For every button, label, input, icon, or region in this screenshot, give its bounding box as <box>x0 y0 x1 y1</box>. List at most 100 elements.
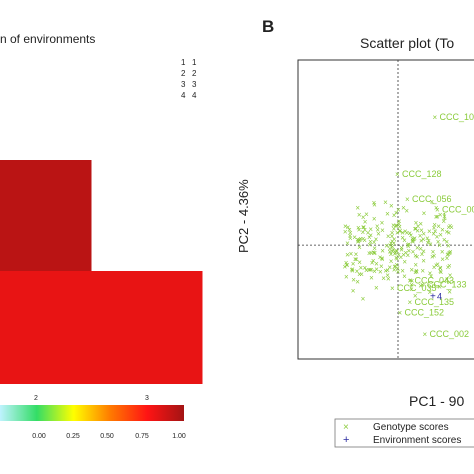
genotype-cluster-marker: × <box>427 288 432 297</box>
key-row-right: 2 <box>192 69 197 78</box>
genotype-cluster-marker: × <box>392 263 397 272</box>
genotype-cluster-marker: × <box>425 239 430 248</box>
genotype-cluster-marker: × <box>432 220 437 229</box>
genotype-cluster-marker: × <box>433 227 438 236</box>
genotype-point: × CCC_035 <box>390 283 437 293</box>
genotype-cluster-marker: × <box>361 294 366 303</box>
genotype-cluster-marker: × <box>392 224 397 233</box>
genotype-cluster-marker: × <box>411 236 416 245</box>
genotype-cluster-marker: × <box>410 236 415 245</box>
genotype-cluster-marker: × <box>372 244 377 253</box>
genotype-cluster-marker: × <box>428 240 433 249</box>
genotype-marker: × <box>423 330 428 339</box>
genotype-cluster-marker: × <box>432 263 437 272</box>
genotype-cluster-marker: × <box>359 270 364 279</box>
genotype-cluster-marker: × <box>397 222 402 231</box>
genotype-cluster-marker: × <box>355 238 360 247</box>
genotype-cluster-marker: × <box>444 238 449 247</box>
genotype-cluster-marker: × <box>389 250 394 259</box>
genotype-cluster-marker: × <box>431 248 436 257</box>
genotype-cluster-marker: × <box>389 239 394 248</box>
genotype-cluster-marker: × <box>421 247 426 256</box>
genotype-cluster-marker: × <box>363 226 368 235</box>
genotype-cluster-marker: × <box>425 234 430 243</box>
genotype-cluster-marker: × <box>371 256 376 265</box>
genotype-cluster-marker: × <box>438 231 443 240</box>
genotype-cluster-marker: × <box>388 248 393 257</box>
genotype-cluster-marker: × <box>351 259 356 268</box>
genotype-cluster-marker: × <box>368 231 373 240</box>
genotype-point: ×CCC_004 <box>435 205 474 215</box>
genotype-cluster-marker: × <box>353 255 358 264</box>
genotype-cluster-marker: × <box>437 241 442 250</box>
genotype-cluster-marker: × <box>422 209 427 218</box>
genotype-cluster-marker: × <box>370 258 375 267</box>
genotype-cluster-marker: × <box>364 266 369 275</box>
genotype-cluster-marker: × <box>412 234 417 243</box>
genotype-cluster-marker: × <box>434 212 439 221</box>
genotype-cluster-marker: × <box>348 234 353 243</box>
genotype-cluster-marker: × <box>355 267 360 276</box>
heatmap-cells <box>0 160 203 384</box>
genotype-cluster-marker: × <box>409 281 414 290</box>
genotype-cluster-marker: × <box>368 225 373 234</box>
genotype-cluster-marker: × <box>344 258 349 267</box>
genotype-cluster-marker: × <box>389 257 394 266</box>
genotype-cluster-marker: × <box>442 235 447 244</box>
genotype-cluster-marker: × <box>350 265 355 274</box>
genotype-cluster-marker: × <box>409 285 414 294</box>
key-row-left: 1 <box>181 58 186 67</box>
genotype-cluster-marker: × <box>413 292 418 301</box>
genotype-cluster-marker: × <box>354 250 359 259</box>
genotype-cluster-marker: × <box>418 244 423 253</box>
genotype-cluster-marker: × <box>438 264 443 273</box>
genotype-cluster-marker: × <box>390 232 395 241</box>
genotype-cluster-marker: × <box>410 234 415 243</box>
genotype-cluster-marker: × <box>375 222 380 231</box>
genotype-cluster-marker: × <box>361 235 366 244</box>
genotype-cluster-marker: × <box>361 223 366 232</box>
genotype-cluster-marker: × <box>358 235 363 244</box>
genotype-cluster-marker: × <box>413 268 418 277</box>
genotype-cluster-marker: × <box>392 265 397 274</box>
genotype-cluster-marker: × <box>409 266 414 275</box>
heatmap-key: 1 12 23 34 4 <box>181 58 197 100</box>
genotype-cluster-marker: × <box>361 213 366 222</box>
genotype-point: × CCC_056 <box>405 194 452 204</box>
key-row-right: 3 <box>192 80 197 89</box>
genotype-cluster-marker: × <box>372 249 377 258</box>
genotype-marker: × <box>405 195 410 204</box>
genotype-cluster-marker: × <box>380 255 385 264</box>
genotype-cluster-marker: × <box>385 266 390 275</box>
genotype-cluster-marker: × <box>343 263 348 272</box>
genotype-cluster-marker: × <box>438 264 443 273</box>
genotype-cluster-marker: × <box>395 228 400 237</box>
genotype-cluster-marker: × <box>393 262 398 271</box>
genotype-cluster-marker: × <box>400 234 405 243</box>
x-axis-label: PC1 - 90 <box>409 393 464 409</box>
genotype-cluster-marker: × <box>361 223 366 232</box>
genotype-cluster-marker: × <box>385 271 390 280</box>
genotype-cluster-marker: × <box>418 231 423 240</box>
genotype-marker: × <box>433 113 438 122</box>
genotype-cluster-marker: × <box>445 227 450 236</box>
genotype-cluster-marker: × <box>445 254 450 263</box>
colorbar-tick: 0.25 <box>66 433 80 440</box>
genotype-cluster-marker: × <box>380 254 385 263</box>
genotype-cluster-marker: × <box>355 204 360 213</box>
genotype-cluster-marker: × <box>379 262 384 271</box>
heatmap-x-tick: 3 <box>145 395 149 402</box>
genotype-cluster-marker: × <box>346 223 351 232</box>
genotype-cluster-marker: × <box>445 275 450 284</box>
genotype-cluster-marker: × <box>398 227 403 236</box>
scatter-title: Scatter plot (To <box>360 35 454 51</box>
genotype-cluster-marker: × <box>410 276 415 285</box>
genotype-cluster-marker: × <box>445 251 450 260</box>
genotype-cluster-marker: × <box>378 267 383 276</box>
genotype-cluster-marker: × <box>350 267 355 276</box>
genotype-cluster-marker: × <box>394 222 399 231</box>
genotype-cluster-marker: × <box>400 229 405 238</box>
genotype-cluster-marker: × <box>384 242 389 251</box>
genotype-cluster-marker: × <box>427 227 432 236</box>
genotype-cluster-marker: × <box>426 236 431 245</box>
